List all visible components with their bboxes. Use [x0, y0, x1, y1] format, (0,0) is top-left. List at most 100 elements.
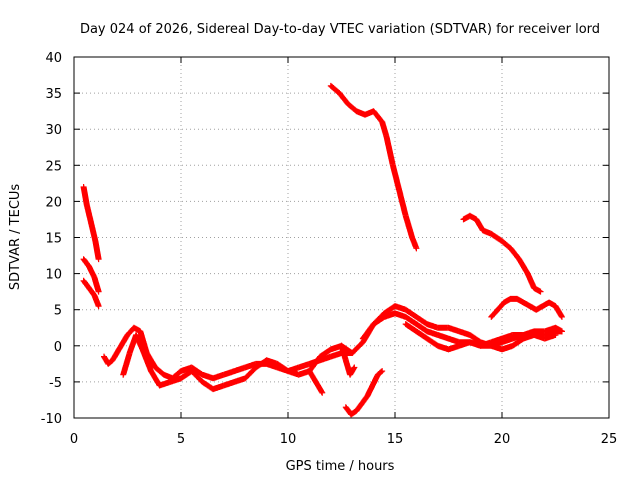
data-point-segment [338, 342, 349, 363]
data-point [95, 303, 102, 310]
series-track-g [342, 368, 386, 418]
y-axis-ticks: -10 -5 0 5 10 15 20 25 30 35 40 [41, 51, 609, 427]
data-point [413, 245, 420, 252]
series-track-j [359, 303, 565, 349]
data-point [319, 389, 326, 396]
data-point-segment [220, 368, 237, 378]
grid-lines [74, 57, 609, 418]
data-point-segment [552, 303, 565, 319]
data-point-segment [541, 328, 558, 338]
data-point-segment [242, 361, 258, 371]
data-point-segment [359, 322, 376, 342]
data-point-segment [327, 82, 342, 96]
series-track-f [306, 368, 326, 396]
data-point-segment [80, 277, 92, 291]
y-tick-label: 15 [45, 232, 62, 247]
data-point-segment [520, 332, 536, 342]
y-tick-label: 0 [54, 340, 62, 355]
data-point-segment [389, 162, 402, 193]
series-track-l [460, 212, 544, 295]
data-point-segment [499, 335, 515, 346]
data-point-segment [396, 187, 409, 218]
x-tick-label: 15 [387, 432, 404, 447]
data-point-segment [466, 339, 483, 349]
data-point-segment [109, 351, 120, 364]
data-point-segment [456, 339, 472, 349]
data-point-segment [402, 306, 419, 320]
series-track-m [488, 295, 565, 320]
data-point-segment [488, 307, 500, 320]
y-tick-label: 30 [45, 123, 62, 138]
data-point-segment [488, 230, 504, 244]
data-point-segment [317, 347, 333, 360]
data-point-segment [133, 332, 145, 352]
series-track-a [80, 184, 102, 263]
data-point-segment [285, 368, 301, 378]
data-point-segment [344, 100, 359, 114]
data-point-segment [402, 212, 415, 240]
data-point-segment [315, 382, 325, 395]
data-point-segment [120, 351, 133, 378]
data-point-segment [494, 300, 507, 313]
data-point-segment [274, 360, 290, 374]
data-point-segment [178, 364, 194, 375]
data-point-segment [499, 343, 515, 353]
y-tick-label: 35 [45, 87, 62, 102]
data-point-segment [86, 285, 97, 298]
data-point-segment [531, 332, 547, 342]
series-track-c [80, 277, 102, 310]
data-point-segment [424, 321, 440, 331]
y-tick-label: 25 [45, 159, 62, 174]
y-tick-label: -5 [49, 376, 62, 391]
data-point [537, 288, 544, 295]
y-tick-label: 20 [45, 195, 62, 210]
data-point [95, 288, 102, 295]
data-point-segment [188, 364, 205, 377]
y-tick-label: -10 [41, 412, 62, 427]
x-axis-label: GPS time / hours [286, 459, 395, 474]
data-point-segment [424, 328, 440, 338]
data-point-segment [402, 321, 419, 334]
data-point-segment [516, 256, 531, 276]
data-point-segment [91, 292, 102, 308]
data-point-segment [499, 332, 515, 342]
data-point-segment [509, 336, 526, 349]
data-point-segment [210, 382, 226, 393]
data-point-segment [381, 310, 397, 320]
series-track-e [120, 332, 356, 393]
data-point-segment [92, 238, 102, 261]
data-point-segment [327, 350, 344, 360]
data-point-segment [167, 375, 183, 385]
data-point-segment [199, 378, 216, 392]
y-axis-label: SDTVAR / TECUs [8, 184, 23, 291]
data-point-segment [445, 335, 462, 345]
data-point-segment [434, 342, 451, 352]
data-point [558, 313, 565, 320]
data-point-segment [364, 383, 375, 400]
series-track-b [80, 256, 102, 295]
data-point [95, 256, 102, 263]
data-point-segment [369, 372, 381, 389]
data-point [349, 350, 356, 357]
data-point-segment [80, 256, 92, 269]
data-point-segment [242, 365, 259, 382]
data-point-segment [263, 357, 280, 367]
data-point-segment [413, 321, 430, 334]
data-point-segment [379, 119, 390, 139]
data-point-segment [88, 220, 99, 243]
data-point-segment [220, 379, 237, 389]
data-point-segment [524, 270, 537, 290]
data-point-segment [263, 360, 280, 371]
data-point-segment [310, 375, 321, 388]
data-point-segment [231, 364, 248, 375]
y-tick-label: 5 [54, 304, 62, 319]
data-point [558, 328, 565, 335]
data-point-segment [424, 335, 440, 349]
data-point-segment [252, 357, 269, 371]
data-point-segment [392, 303, 408, 313]
data-point-segment [402, 313, 419, 327]
data-point-segment [80, 184, 90, 207]
data-point-segment [507, 245, 522, 262]
data-point-segment [413, 313, 430, 327]
